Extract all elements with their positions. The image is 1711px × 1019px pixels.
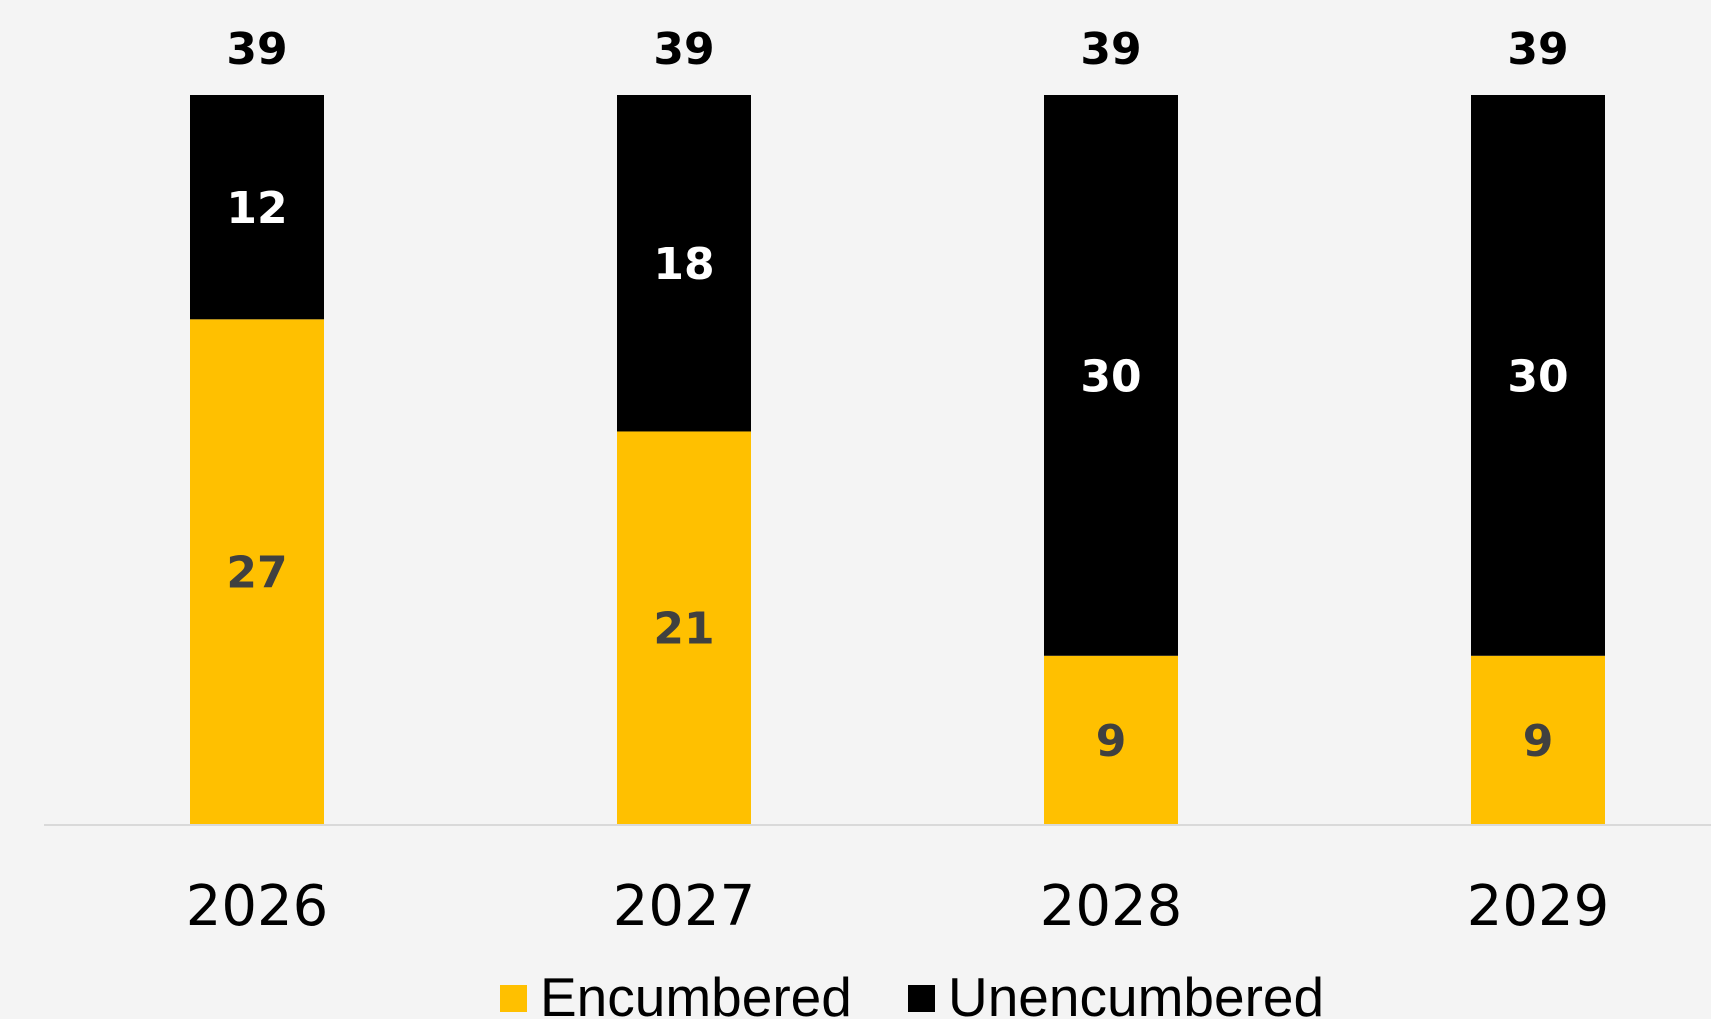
x-tick-label-2026: 2026 (186, 874, 329, 939)
data-label-encumbered-2027: 21 (653, 604, 714, 655)
data-label-unencumbered-2026: 12 (226, 183, 287, 234)
bar-unencumbered-2026 (190, 95, 324, 320)
legend: Encumbered Unencumbered (500, 966, 1324, 1019)
data-label-unencumbered-2027: 18 (653, 239, 714, 290)
labels-group: 27 12 39 2026 21 18 39 2027 9 30 39 2028 9 30 39 2029 (186, 24, 1610, 939)
legend-swatch-unencumbered (908, 985, 935, 1012)
legend-label-encumbered: Encumbered (540, 966, 852, 1019)
data-label-unencumbered-2029: 30 (1507, 351, 1568, 402)
total-label-2029: 39 (1507, 24, 1568, 75)
data-label-unencumbered-2028: 30 (1080, 351, 1141, 402)
x-tick-label-2027: 2027 (613, 874, 756, 939)
bar-unencumbered-2029 (1471, 95, 1605, 656)
x-tick-label-2029: 2029 (1467, 874, 1610, 939)
bars-group (190, 95, 1605, 824)
total-label-2026: 39 (226, 24, 287, 75)
legend-swatch-encumbered (500, 985, 527, 1012)
bar-unencumbered-2027 (617, 95, 751, 432)
bar-unencumbered-2028 (1044, 95, 1178, 656)
bar-encumbered-2027 (617, 431, 751, 824)
data-label-encumbered-2028: 9 (1096, 716, 1127, 767)
legend-label-unencumbered: Unencumbered (948, 966, 1324, 1019)
bar-encumbered-2026 (190, 319, 324, 824)
bar-encumbered-2028 (1044, 655, 1178, 824)
total-label-2028: 39 (1080, 24, 1141, 75)
bar-encumbered-2029 (1471, 655, 1605, 824)
total-label-2027: 39 (653, 24, 714, 75)
data-label-encumbered-2026: 27 (226, 548, 287, 599)
x-tick-label-2028: 2028 (1040, 874, 1183, 939)
data-label-encumbered-2029: 9 (1523, 716, 1554, 767)
